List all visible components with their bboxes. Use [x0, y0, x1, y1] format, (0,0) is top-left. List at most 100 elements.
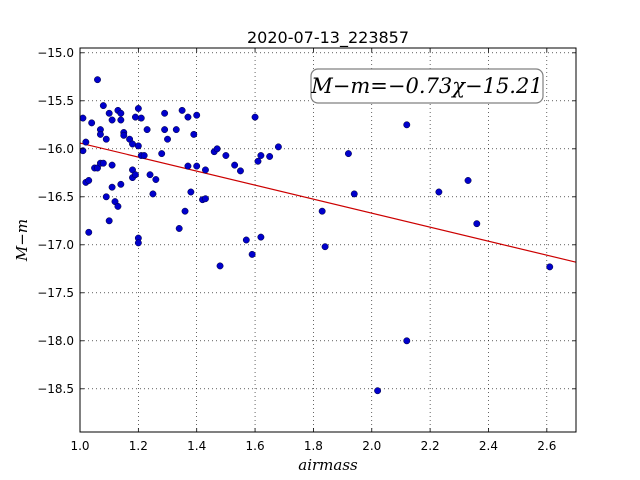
data-point	[114, 202, 122, 210]
data-point	[161, 109, 169, 117]
data-point	[202, 166, 209, 174]
data-point	[102, 193, 110, 201]
data-point	[257, 233, 265, 241]
data-point	[184, 162, 192, 170]
fit-annotation: M−m=−0.73χ−15.21	[310, 68, 544, 104]
data-point	[266, 153, 274, 160]
data-point	[105, 109, 113, 117]
data-point	[134, 105, 142, 112]
data-point	[143, 126, 151, 134]
data-point	[248, 250, 256, 258]
data-point	[85, 228, 93, 236]
data-point	[242, 236, 250, 244]
data-point	[274, 143, 282, 151]
data-point	[257, 152, 265, 159]
ticks: 1.0 1.2 1.4 1.6 1.8 2.0 2.2 2.4 2.6 −15.0 −15.5 −16…	[37, 46, 576, 453]
y-tick-label: −16.5	[37, 190, 74, 204]
data-point	[149, 190, 157, 198]
data-point	[193, 162, 201, 170]
annotation-text: M−m=−0.73χ−15.21	[310, 74, 542, 98]
data-point	[222, 152, 230, 159]
data-point	[403, 121, 411, 129]
data-point	[344, 150, 352, 158]
data-point	[79, 114, 87, 122]
data-point	[193, 111, 201, 119]
data-point	[108, 116, 116, 124]
data-point	[213, 145, 221, 153]
data-point	[187, 188, 195, 196]
data-point	[175, 225, 183, 232]
data-point	[251, 113, 259, 121]
y-tick-label: −17.5	[37, 286, 74, 300]
y-tick-label: −18.0	[37, 334, 74, 348]
x-tick-label: 1.2	[129, 439, 148, 453]
fit-layer	[79, 142, 577, 263]
data-point	[94, 76, 101, 84]
data-point	[137, 114, 145, 122]
data-point	[99, 159, 107, 167]
plot-frame	[79, 47, 577, 433]
data-point	[105, 217, 113, 225]
data-point	[82, 138, 90, 146]
chart-title: 2020-07-13_223857	[247, 28, 409, 48]
data-point	[181, 207, 189, 215]
y-tick-label: −15.5	[37, 94, 74, 108]
data-point	[146, 171, 154, 179]
data-point	[464, 177, 472, 184]
data-point	[435, 188, 443, 196]
y-tick-label: −15.0	[37, 46, 74, 60]
x-tick-label: 2.2	[421, 439, 440, 453]
data-point	[202, 195, 209, 203]
x-tick-label: 2.4	[479, 439, 498, 453]
y-tick-label: −18.5	[37, 382, 74, 396]
fit-line	[79, 142, 577, 263]
data-point	[108, 183, 116, 191]
y-tick-label: −16.0	[37, 142, 74, 156]
data-point	[152, 176, 160, 183]
data-point	[140, 152, 148, 159]
data-point	[190, 130, 198, 138]
y-tick-label: −17.0	[37, 238, 74, 252]
data-point	[131, 171, 139, 179]
data-point	[134, 142, 142, 150]
x-tick-label: 2.6	[537, 439, 556, 453]
data-point	[108, 161, 116, 169]
x-tick-label: 1.6	[246, 439, 265, 453]
x-tick-label: 2.0	[362, 439, 381, 453]
data-point	[216, 262, 224, 270]
data-point	[131, 113, 139, 121]
data-point	[88, 119, 96, 127]
data-point	[134, 239, 142, 247]
data-point	[172, 126, 180, 134]
data-point	[117, 180, 125, 188]
data-point	[96, 130, 104, 138]
annotation-box	[310, 68, 544, 104]
data-point	[102, 135, 110, 143]
points-layer	[79, 76, 554, 395]
data-point	[546, 263, 554, 271]
x-tick-label: 1.8	[304, 439, 323, 453]
data-point	[117, 116, 125, 124]
data-point	[129, 140, 136, 148]
data-point	[254, 157, 262, 165]
data-point	[158, 150, 166, 158]
data-point	[99, 102, 107, 110]
data-point	[161, 126, 169, 134]
data-point	[120, 131, 128, 139]
data-point	[403, 337, 411, 345]
y-axis-label: M−m	[13, 219, 31, 262]
data-point	[85, 177, 93, 184]
data-point	[231, 161, 239, 169]
x-axis-label: airmass	[298, 456, 358, 474]
data-point	[350, 190, 358, 198]
x-tick-label: 1.0	[70, 439, 89, 453]
data-point	[117, 109, 125, 117]
data-point	[178, 106, 186, 114]
data-point	[184, 113, 192, 121]
data-point	[374, 387, 382, 395]
data-point	[473, 220, 481, 228]
data-point	[164, 135, 171, 143]
x-tick-label: 1.4	[187, 439, 206, 453]
data-point	[237, 167, 244, 175]
